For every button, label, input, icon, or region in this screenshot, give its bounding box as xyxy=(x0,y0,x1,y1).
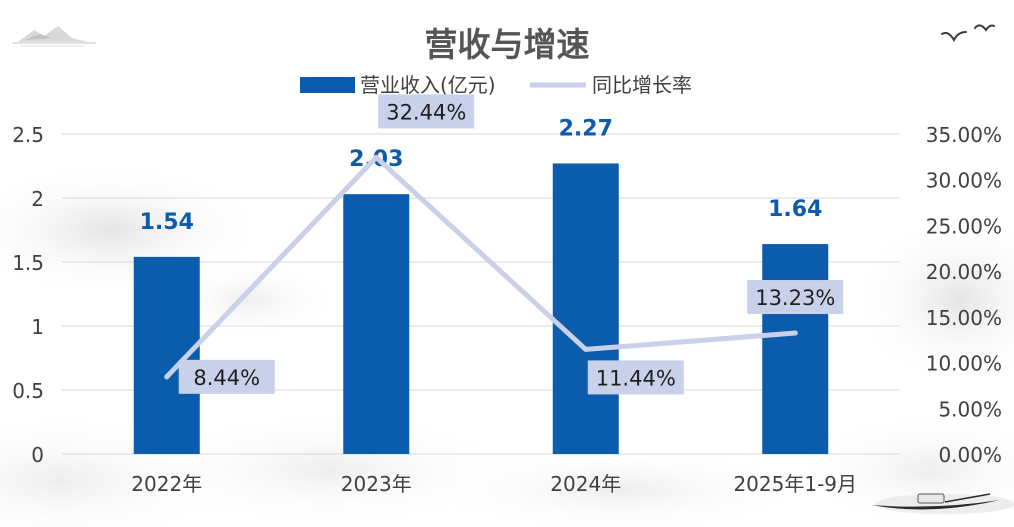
right-tick-label: 0.00% xyxy=(938,443,1002,467)
right-tick-label: 30.00% xyxy=(926,169,1002,193)
growth-label-box xyxy=(378,94,475,129)
legend-bar-swatch xyxy=(300,77,355,93)
x-tick-label: 2023年 xyxy=(341,472,412,496)
growth-label-box xyxy=(178,359,275,394)
right-tick-label: 10.00% xyxy=(926,352,1002,376)
x-tick-label: 2024年 xyxy=(550,472,621,496)
revenue-bar xyxy=(343,194,410,454)
growth-rate-label: 11.44% xyxy=(596,366,676,390)
growth-point xyxy=(164,374,170,380)
boat-icon xyxy=(872,493,1014,514)
growth-point xyxy=(583,346,589,352)
growth-rate-label: 8.44% xyxy=(193,366,260,390)
left-tick-label: 0.5 xyxy=(12,379,44,403)
revenue-bars xyxy=(133,163,829,454)
revenue-bar xyxy=(762,244,829,454)
left-tick-label: 2 xyxy=(31,187,44,211)
x-tick-label: 2022年 xyxy=(131,472,202,496)
left-axis-ticks: 0 0.5 1 1.5 2 2.5 xyxy=(12,123,44,467)
growth-rate-labels: 8.44% 32.44% 11.44% 13.23% xyxy=(178,94,844,395)
growth-label-box xyxy=(587,360,684,395)
legend: 营业收入(亿元) 同比增长率 xyxy=(300,73,692,97)
growth-point xyxy=(792,330,798,336)
legend-revenue-label: 营业收入(亿元) xyxy=(360,73,496,97)
left-tick-label: 0 xyxy=(31,443,44,467)
x-tick-label: 2025年1-9月 xyxy=(733,472,857,496)
growth-point xyxy=(373,154,379,160)
revenue-value-label: 1.54 xyxy=(140,210,194,235)
growth-rate-label: 32.44% xyxy=(386,100,466,124)
revenue-value-labels: 1.542.032.271.64 xyxy=(140,116,823,234)
right-tick-label: 5.00% xyxy=(938,397,1002,421)
mountain-landscape-icon xyxy=(12,26,96,47)
revenue-value-label: 2.27 xyxy=(559,116,613,141)
x-axis-ticks: 2022年 2023年 2024年 2025年1-9月 xyxy=(131,472,857,496)
growth-line-path xyxy=(164,154,798,380)
growth-label-box xyxy=(747,280,844,315)
chart-title: 营收与增速 xyxy=(425,25,590,64)
right-axis-ticks: 0.00% 5.00% 10.00% 15.00% 20.00% 25.00% 30.00%… xyxy=(926,123,1002,467)
left-tick-label: 1.5 xyxy=(12,251,44,275)
birds-icon xyxy=(941,24,995,43)
right-tick-label: 35.00% xyxy=(926,123,1002,147)
left-tick-label: 2.5 xyxy=(12,123,44,147)
growth-rate-label: 13.23% xyxy=(755,286,835,310)
legend-growth-label: 同比增长率 xyxy=(592,73,692,97)
right-tick-label: 15.00% xyxy=(926,306,1002,330)
right-tick-label: 20.00% xyxy=(926,260,1002,284)
revenue-bar xyxy=(552,163,619,454)
left-tick-label: 1 xyxy=(31,315,44,339)
right-tick-label: 25.00% xyxy=(926,214,1002,238)
growth-line xyxy=(164,154,798,380)
revenue-value-label: 1.64 xyxy=(768,197,822,222)
